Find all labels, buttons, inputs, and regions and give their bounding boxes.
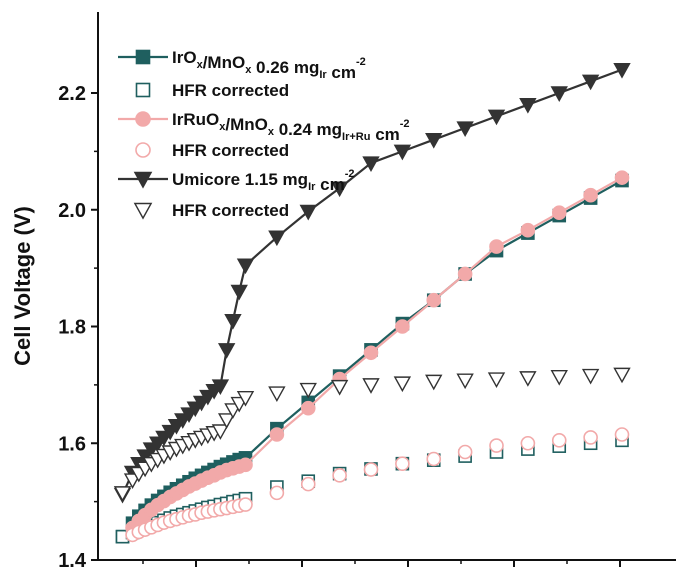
series-2	[125, 170, 630, 536]
data-point	[614, 170, 630, 185]
legend-marker	[135, 111, 151, 127]
data-point	[362, 156, 380, 172]
data-point	[519, 371, 537, 387]
data-point	[489, 239, 504, 254]
legend-label: HFR corrected	[172, 201, 289, 220]
data-point	[489, 438, 504, 453]
y-axis-title: Cell Voltage (V)	[10, 206, 35, 366]
legend-marker	[135, 49, 151, 65]
y-tick-label: 2.2	[58, 83, 86, 105]
legend-entry: HFR corrected	[133, 201, 289, 220]
data-point	[363, 345, 379, 361]
data-point	[614, 427, 630, 442]
legend-label: Umicore 1.15 mgIr cm-2	[172, 168, 354, 194]
legend-marker	[135, 142, 151, 158]
legend-entry: IrRuOx/MnOx 0.24 mgIr+Ru cm-2	[118, 110, 410, 144]
data-point	[425, 133, 443, 149]
data-point	[217, 413, 236, 429]
data-point	[330, 379, 349, 396]
data-point	[581, 74, 600, 91]
plot-frame	[97, 12, 676, 561]
data-point	[457, 444, 473, 460]
y-tick-label: 2.0	[58, 200, 86, 222]
data-point	[236, 258, 255, 275]
data-point	[393, 376, 412, 393]
data-point	[456, 373, 474, 390]
data-point	[426, 451, 442, 467]
data-point	[362, 378, 380, 394]
data-point	[520, 222, 536, 238]
data-point	[268, 230, 286, 247]
data-point	[330, 181, 349, 198]
y-tick-label: 1.4	[58, 550, 87, 572]
data-point	[217, 343, 236, 359]
legend-marker	[135, 82, 151, 98]
data-point	[332, 468, 347, 483]
data-point	[395, 456, 410, 471]
legend-label: IrOx/MnOx 0.26 mgIr cm-2	[172, 48, 366, 82]
y-tick-label: 1.8	[58, 317, 86, 339]
legend-entry: IrOx/MnOx 0.26 mgIr cm-2	[118, 48, 366, 82]
data-point	[269, 427, 285, 442]
x-ticks	[142, 560, 621, 567]
data-point	[583, 187, 598, 203]
data-point	[230, 284, 248, 301]
series-layer	[113, 62, 631, 544]
legend-label: HFR corrected	[172, 141, 289, 160]
series-3	[125, 427, 630, 543]
legend-marker	[133, 202, 153, 220]
data-point	[520, 435, 536, 451]
data-point	[551, 433, 567, 448]
data-point	[224, 313, 242, 330]
legend-entry: Umicore 1.15 mgIr cm-2	[118, 168, 354, 194]
data-point	[393, 144, 412, 161]
data-point	[550, 86, 568, 102]
data-point	[299, 204, 317, 221]
data-point	[363, 462, 379, 477]
legend-marker	[133, 171, 153, 189]
data-point	[581, 368, 600, 385]
y-ticks: 1.4 1.6 1.8 2.0 2.2	[58, 83, 98, 572]
data-point	[426, 292, 442, 308]
data-point	[300, 476, 316, 492]
data-point	[457, 266, 473, 282]
data-point	[300, 400, 316, 416]
data-point	[550, 370, 568, 386]
series-5	[113, 367, 631, 502]
data-point	[425, 374, 443, 391]
data-point	[613, 367, 631, 384]
data-point	[236, 391, 255, 407]
data-point	[268, 386, 286, 402]
data-point	[211, 424, 230, 440]
data-point	[113, 486, 132, 502]
data-point	[551, 205, 567, 220]
data-point	[519, 97, 537, 114]
data-point	[487, 372, 506, 388]
legend-entry: HFR corrected	[135, 141, 289, 160]
data-point	[583, 430, 598, 445]
data-point	[613, 62, 631, 79]
data-point	[456, 121, 474, 137]
data-point	[299, 382, 317, 399]
data-point	[238, 457, 253, 473]
legend-label: HFR corrected	[172, 81, 289, 100]
data-point	[211, 379, 230, 395]
data-point	[269, 485, 285, 501]
data-point	[395, 319, 410, 334]
data-point	[487, 109, 506, 126]
legend-entry: HFR corrected	[135, 81, 289, 100]
y-tick-label: 1.6	[58, 433, 86, 455]
data-point	[238, 497, 253, 512]
legend-label: IrRuOx/MnOx 0.24 mgIr+Ru cm-2	[172, 110, 410, 144]
